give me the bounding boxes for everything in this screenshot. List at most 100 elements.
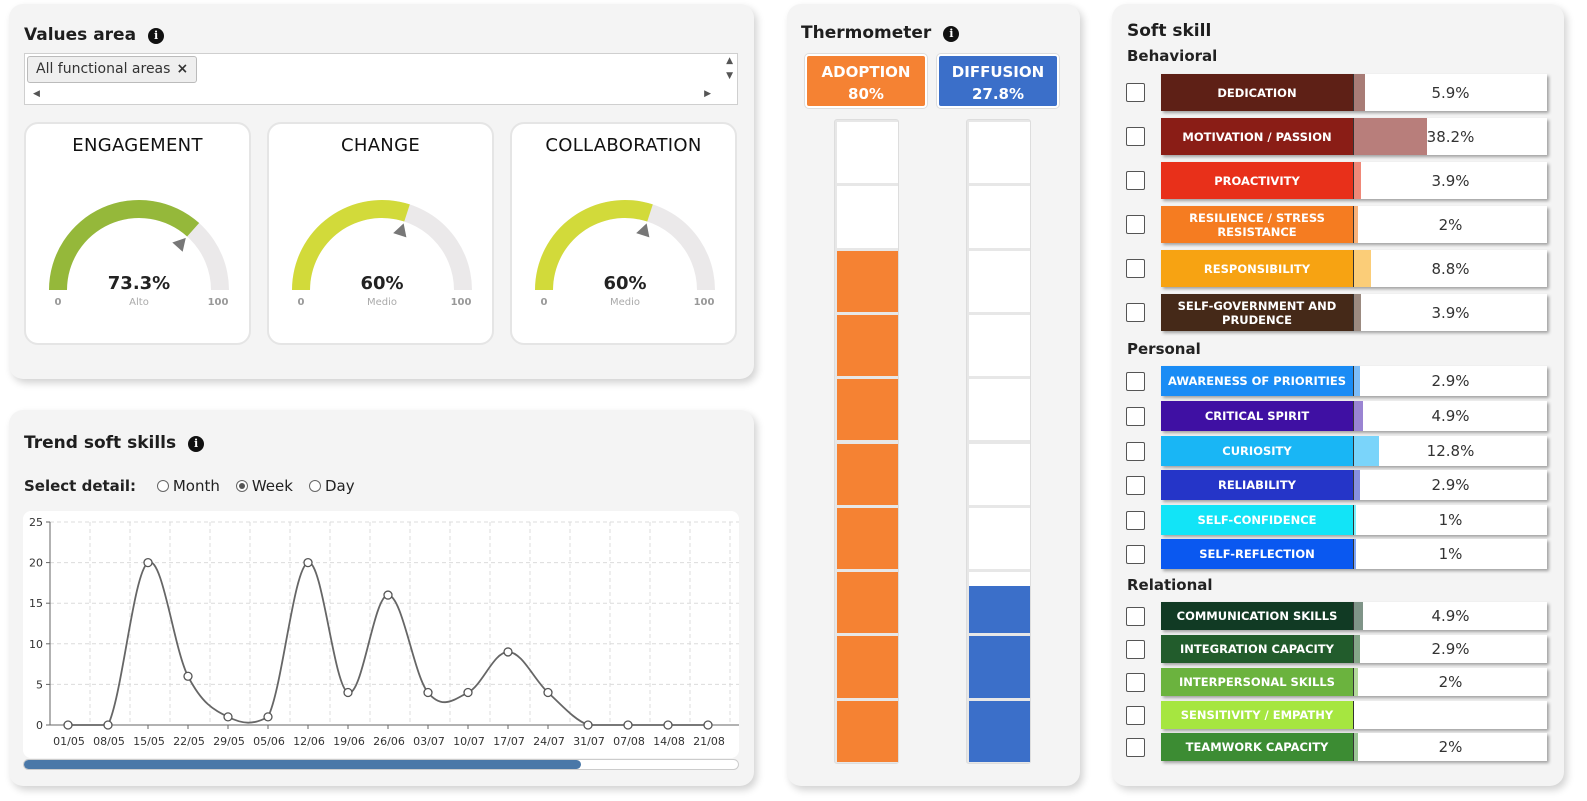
soft-skill-row: RELIABILITY 2.9% [1126, 470, 1551, 500]
gauge-max: 100 [694, 297, 715, 308]
soft-skill-bar[interactable]: TEAMWORK CAPACITY 2% [1161, 733, 1547, 761]
soft-skill-checkbox[interactable] [1126, 171, 1145, 190]
soft-skill-bar[interactable]: MOTIVATION / PASSION 38.2% [1161, 118, 1547, 155]
thermometer-fill-segment [969, 636, 1030, 698]
trend-point[interactable] [223, 712, 233, 722]
soft-skill-checkbox[interactable] [1126, 672, 1145, 692]
scroll-left-icon[interactable]: ◀ [33, 89, 40, 99]
soft-skill-bar[interactable]: SELF-GOVERNMENT AND PRUDENCE 3.9% [1161, 294, 1547, 331]
trend-point[interactable] [503, 647, 513, 657]
soft-skill-label: MOTIVATION / PASSION [1161, 118, 1353, 155]
trend-point[interactable] [583, 720, 593, 730]
bar-separator [1353, 668, 1354, 696]
soft-skill-checkbox[interactable] [1126, 639, 1145, 659]
trend-point[interactable] [463, 687, 473, 698]
info-icon[interactable]: i [188, 436, 205, 452]
trend-point[interactable] [103, 720, 113, 730]
soft-skill-bar[interactable]: PROACTIVITY 3.9% [1161, 162, 1547, 199]
soft-skill-checkbox[interactable] [1126, 510, 1145, 530]
scroll-up-icon[interactable]: ▲ [726, 56, 733, 66]
diffusion-thermometer [966, 119, 1031, 764]
soft-skill-bar[interactable]: AWARENESS OF PRIORITIES 2.9% [1161, 366, 1547, 396]
trend-point[interactable] [663, 720, 673, 730]
trend-point[interactable] [183, 671, 193, 681]
soft-skill-bar[interactable]: COMMUNICATION SKILLS 4.9% [1161, 602, 1547, 630]
trend-title: Trend soft skills i [24, 433, 205, 453]
thermometer-card: Thermometer i ADOPTION 80% DIFFUSION 27.8… [787, 4, 1080, 786]
soft-skill-checkbox[interactable] [1126, 215, 1145, 234]
scroll-down-icon[interactable]: ▼ [726, 71, 733, 81]
soft-skill-checkbox[interactable] [1126, 544, 1145, 564]
thermometer-segment [837, 186, 898, 248]
soft-skill-bar[interactable]: DEDICATION 5.9% [1161, 74, 1547, 111]
gauge-title: CHANGE [340, 135, 420, 156]
soft-skill-bar[interactable]: SENSITIVITY / EMPATHY [1161, 701, 1547, 729]
info-icon[interactable]: i [148, 28, 165, 44]
soft-skill-row: CURIOSITY 12.8% [1126, 436, 1551, 466]
diffusion-badge: DIFFUSION 27.8% [937, 54, 1059, 108]
detail-option-month[interactable]: Month [141, 477, 220, 495]
functional-area-select[interactable]: All functional areas × ▲ ▼ ◀ ▶ [24, 53, 738, 105]
chip-remove-icon[interactable]: × [176, 61, 189, 77]
detail-option-week[interactable]: Week [220, 477, 293, 495]
trend-point[interactable] [63, 720, 73, 730]
soft-skill-bar[interactable]: INTERPERSONAL SKILLS 2% [1161, 668, 1547, 696]
trend-point[interactable] [623, 720, 633, 730]
trend-soft-skills-card: Trend soft skills i Select detail: Month W… [9, 410, 771, 786]
soft-skill-checkbox[interactable] [1126, 259, 1145, 278]
trend-point[interactable] [343, 687, 353, 698]
soft-skill-checkbox[interactable] [1126, 83, 1145, 102]
soft-skill-title: Soft skill [1127, 21, 1212, 41]
soft-skill-checkbox[interactable] [1126, 127, 1145, 146]
x-tick-label: 15/05 [133, 735, 165, 748]
soft-skill-fill [1354, 74, 1366, 111]
trend-point[interactable] [383, 590, 393, 600]
soft-skill-bar[interactable]: SELF-CONFIDENCE 1% [1161, 505, 1547, 535]
gauge-value: 60% [360, 273, 403, 294]
soft-skill-row: SELF-CONFIDENCE 1% [1126, 505, 1551, 535]
soft-skill-checkbox[interactable] [1126, 705, 1145, 725]
trend-point[interactable] [303, 557, 313, 568]
thermometer-segment [969, 122, 1030, 184]
soft-skill-value: 2.9% [1431, 476, 1470, 494]
gauge-card-collaboration: COLLABORATION 60% Medio 0 100 [510, 122, 737, 345]
soft-skill-bar[interactable]: CURIOSITY 12.8% [1161, 436, 1547, 466]
trend-point[interactable] [143, 557, 153, 568]
soft-skill-bar[interactable]: RESPONSIBILITY 8.8% [1161, 250, 1547, 287]
soft-skill-bar[interactable]: INTEGRATION CAPACITY 2.9% [1161, 635, 1547, 663]
soft-skill-checkbox[interactable] [1126, 475, 1145, 495]
radio-icon[interactable] [156, 480, 169, 492]
soft-skill-checkbox[interactable] [1126, 303, 1145, 322]
radio-icon[interactable] [308, 480, 321, 492]
thermometer-fill-segment [837, 443, 898, 505]
trend-point[interactable] [423, 687, 433, 698]
trend-point[interactable] [263, 712, 273, 722]
soft-skill-bar[interactable]: RELIABILITY 2.9% [1161, 470, 1547, 500]
soft-skill-bar[interactable]: SELF-REFLECTION 1% [1161, 539, 1547, 569]
soft-skill-label: RESILIENCE / STRESS RESISTANCE [1161, 206, 1353, 243]
trend-point[interactable] [703, 720, 713, 730]
soft-skill-value: 5.9% [1431, 83, 1470, 102]
soft-skill-value: 8.8% [1431, 259, 1470, 278]
trend-point[interactable] [543, 687, 553, 698]
bar-separator [1353, 470, 1354, 500]
soft-skill-checkbox[interactable] [1126, 441, 1145, 461]
soft-skill-checkbox[interactable] [1126, 406, 1145, 426]
soft-skill-label: RELIABILITY [1161, 470, 1353, 500]
radio-icon[interactable] [235, 480, 248, 492]
scroll-right-icon[interactable]: ▶ [704, 89, 711, 99]
soft-skill-checkbox[interactable] [1126, 371, 1145, 391]
bar-separator [1353, 733, 1354, 761]
soft-skill-value: 2.9% [1431, 372, 1470, 390]
soft-skill-checkbox[interactable] [1126, 606, 1145, 626]
soft-skill-fill [1354, 539, 1356, 569]
soft-skill-bar[interactable]: RESILIENCE / STRESS RESISTANCE 2% [1161, 206, 1547, 243]
chart-scrollbar-thumb[interactable] [24, 760, 581, 769]
x-tick-label: 12/06 [293, 735, 325, 748]
chart-scrollbar[interactable] [23, 759, 739, 770]
info-icon[interactable]: i [943, 26, 960, 42]
detail-option-day[interactable]: Day [293, 477, 355, 495]
gauge-pointer-icon [393, 223, 407, 238]
soft-skill-bar[interactable]: CRITICAL SPIRIT 4.9% [1161, 401, 1547, 431]
soft-skill-checkbox[interactable] [1126, 737, 1145, 757]
